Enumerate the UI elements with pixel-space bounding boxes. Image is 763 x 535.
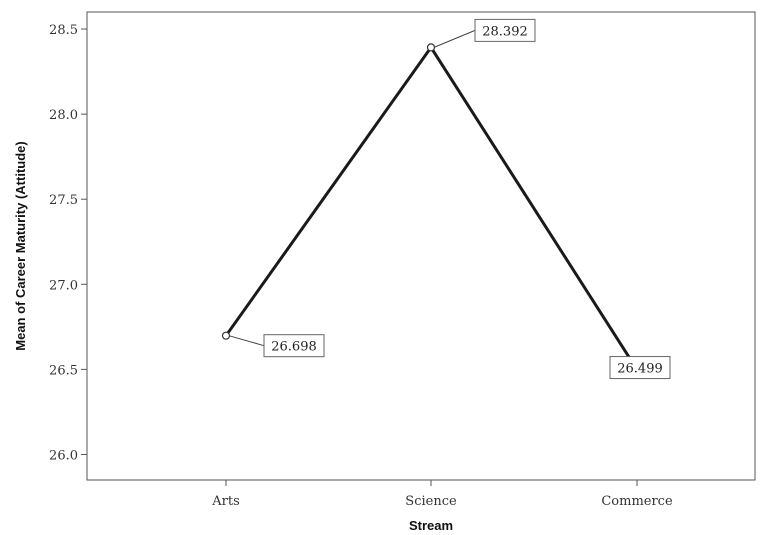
y-tick-label: 28.5 xyxy=(49,23,78,38)
label-box xyxy=(609,356,671,380)
y-tick-label: 27.0 xyxy=(49,278,78,293)
data-point xyxy=(221,331,231,340)
label-text: 28.392 xyxy=(482,24,528,39)
y-tick-label: 26.5 xyxy=(49,363,78,378)
label-text: 26.698 xyxy=(271,340,317,355)
y-tick-label: 26.0 xyxy=(49,448,78,463)
x-tick-label: Science xyxy=(405,494,457,509)
label-leader xyxy=(228,335,265,347)
label-box xyxy=(263,334,325,358)
label-box xyxy=(474,18,536,42)
y-tick-label: 27.5 xyxy=(49,193,78,208)
label-text: 26.499 xyxy=(617,362,663,377)
x-tick-label: Commerce xyxy=(601,494,673,509)
x-axis-title: Stream xyxy=(409,518,453,533)
y-axis-title: Mean of Career Maturity (Attitude) xyxy=(13,141,28,350)
y-axis: 26.0 26.5 27.0 27.5 28.0 28.5 xyxy=(49,23,87,463)
x-axis: Arts Science Commerce xyxy=(211,480,673,509)
y-tick-label: 28.0 xyxy=(49,108,78,123)
data-point xyxy=(426,43,436,52)
x-tick-label: Arts xyxy=(211,494,240,509)
data-label: 26.499 xyxy=(609,356,671,380)
data-label: 26.698 xyxy=(228,334,325,358)
label-leader xyxy=(433,29,476,48)
data-label: 28.392 xyxy=(433,18,536,48)
data-labels: 26.698 28.392 26.499 xyxy=(228,18,671,380)
plot-area xyxy=(86,11,756,481)
